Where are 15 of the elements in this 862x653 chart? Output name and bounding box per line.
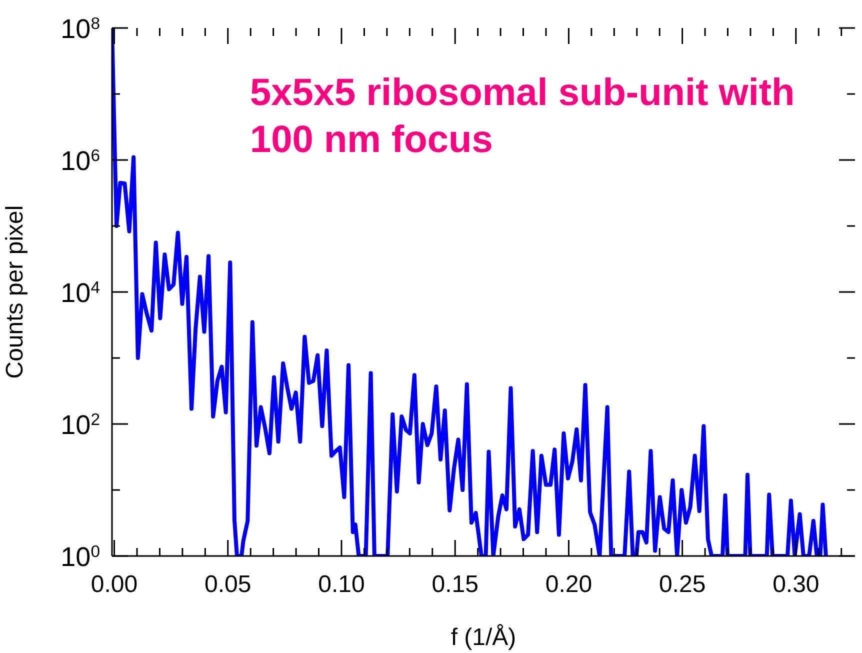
y-axis-title: Counts per pixel <box>2 205 29 379</box>
y-tick-label: 10$^{8}$ <box>60 14 100 44</box>
y-tick-label: 10$^{0}$ <box>60 542 100 572</box>
x-tick-label: 0.25 <box>658 571 706 598</box>
x-tick-label: 0.05 <box>204 571 252 598</box>
y-tick-label: 10$^{6}$ <box>60 146 100 176</box>
x-tick-label: 0.30 <box>772 571 820 598</box>
x-axis-title: f (1/Å) <box>450 624 516 651</box>
x-tick-label: 0.15 <box>432 571 478 598</box>
y-tick-label: 10$^{2}$ <box>60 410 100 440</box>
x-tick-label: 0.20 <box>545 571 592 598</box>
x-tick-label: 0.00 <box>90 571 138 598</box>
x-tick-label: 0.10 <box>318 571 365 598</box>
y-tick-label: 10$^{4}$ <box>60 278 100 308</box>
annotation: 5x5x5 ribosomal sub-unit with 100 nm focus <box>250 71 796 163</box>
